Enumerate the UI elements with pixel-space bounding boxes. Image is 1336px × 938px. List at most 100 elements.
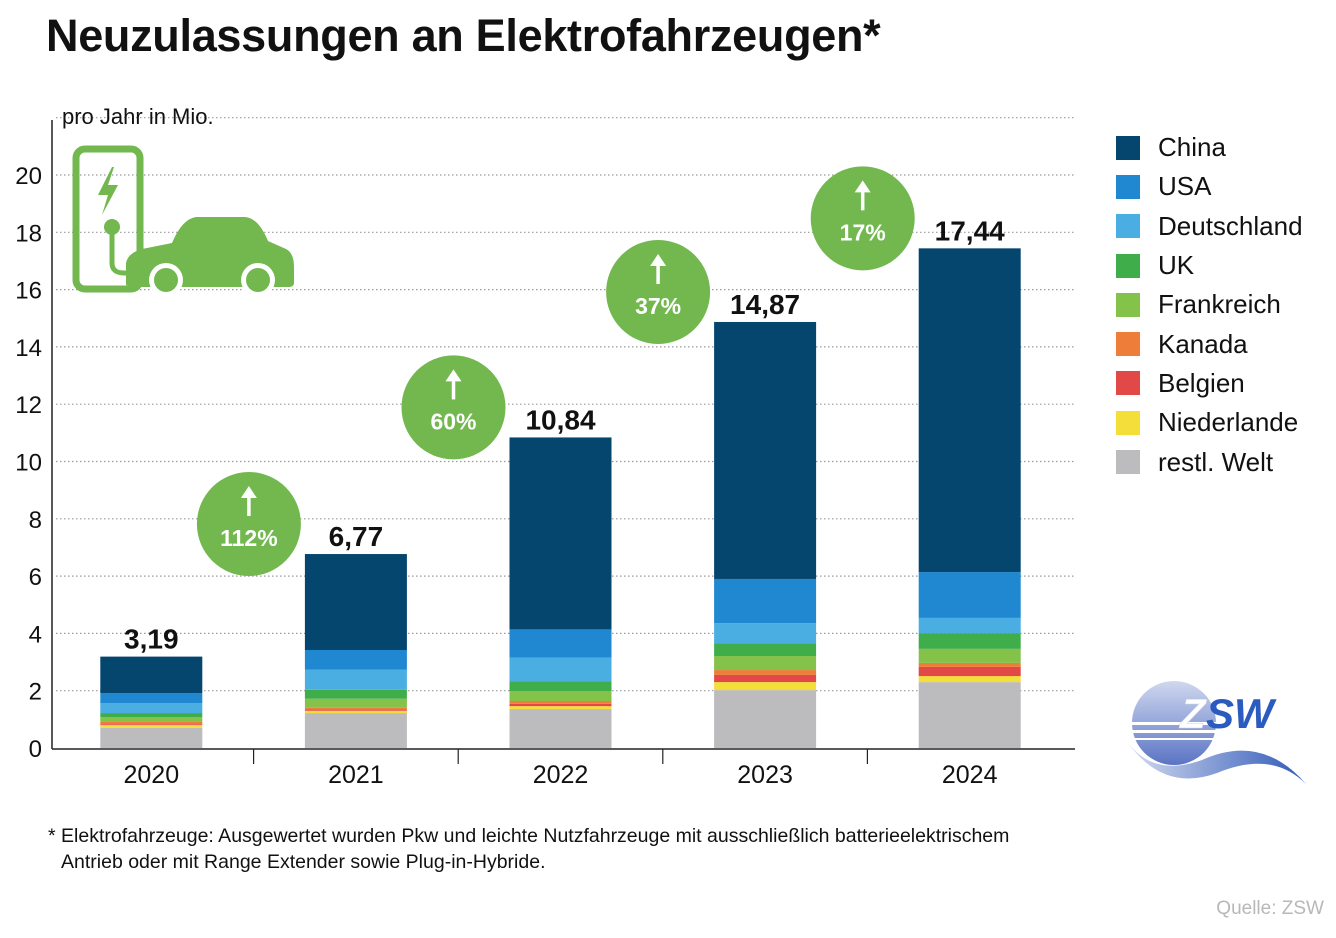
bar-segment-uk-2020 [100,713,203,718]
x-tick-label: 2024 [942,761,998,789]
y-tick-label: 18 [15,220,42,247]
bar-segment-usa-2021 [304,650,407,670]
legend-label: Kanada [1158,328,1248,359]
y-tick-label: 8 [29,507,42,534]
y-tick-label: 0 [29,736,42,763]
bar-segment-restl-welt-2023 [714,690,817,748]
bar-segment-restl-welt-2022 [509,709,612,748]
bar-segment-deutschland-2024 [918,617,1021,634]
growth-circle [606,239,711,344]
bar-segment-deutschland-2023 [714,623,817,644]
legend-item-deutschland: Deutschland [1116,207,1303,246]
bar-segment-belgien-2023 [714,674,817,683]
bar-total-label: 3,19 [124,624,179,655]
legend-item-uk: UK [1116,246,1303,285]
bar-segment-usa-2024 [918,572,1021,618]
legend-label: Deutschland [1158,210,1303,241]
legend-label: China [1158,132,1226,163]
bar-segment-niederlande-2024 [918,676,1021,683]
arrow-up-head [240,486,257,499]
legend-swatch [1116,253,1140,278]
arrow-up-head [445,369,462,382]
bar-segment-deutschland-2020 [100,703,203,714]
bar-segment-usa-2020 [100,692,203,704]
growth-circle [401,355,506,460]
growth-label: 60% [430,408,476,434]
legend-item-usa: USA [1116,167,1303,206]
bar-segment-belgien-2021 [304,709,407,711]
legend-label: Niederlande [1158,407,1299,438]
bars [100,248,1021,748]
x-tick-label: 2023 [737,761,793,789]
growth-badges: 112% 60% 37% 17% [196,166,915,577]
y-tick-label: 6 [29,564,42,591]
growth-circle [810,166,915,271]
y-tick-label: 2 [29,679,42,706]
legend-item-kanada: Kanada [1116,324,1303,363]
growth-circle [196,472,301,577]
bar-segment-china-2024 [918,248,1021,573]
labels: 0 2 4 6 8 10 12 14 16 18 20 3,19 2020 6,77 2021 10,84 20… [15,163,1005,789]
chart-title: Neuzulassungen an Elektrofahrzeugen* [46,10,881,61]
bar-segment-restl-welt-2020 [100,727,203,748]
bar-segment-kanada-2023 [714,670,817,675]
legend-swatch [1116,410,1140,435]
source-label: Quelle: ZSW [1216,898,1324,919]
legend-item-belgien: Belgien [1116,364,1303,403]
bar-segment-kanada-2022 [509,701,612,704]
legend-swatch [1116,174,1140,199]
growth-badge: 17% [810,166,915,271]
legend-label: restl. Welt [1158,446,1274,477]
bar-segment-frankreich-2023 [714,656,817,671]
legend-label: Belgien [1158,367,1245,398]
bar-segment-uk-2024 [918,633,1021,649]
bar-segment-belgien-2022 [509,703,612,707]
footnote: * Elektrofahrzeuge: Ausgewertet wurden P… [48,823,1009,875]
bar-segment-niederlande-2020 [100,725,203,728]
legend: China USA Deutschland UK Frankreich Kana… [1116,128,1303,482]
y-tick-label: 16 [15,278,42,305]
legend-item-restl-welt: restl. Welt [1116,442,1303,481]
bar-total-label: 14,87 [730,289,800,320]
legend-swatch [1116,214,1140,239]
bar-segment-restl-welt-2021 [304,713,407,748]
zsw-logo: Z SW [1126,681,1306,784]
y-tick-label: 10 [15,450,42,477]
bar-segment-uk-2022 [509,681,612,692]
arrow-up-head [854,180,871,193]
legend-swatch [1116,292,1140,317]
growth-badge: 37% [606,239,711,344]
x-tick-label: 2022 [533,761,589,789]
bar-segment-deutschland-2022 [509,657,612,682]
bar-segment-niederlande-2022 [509,706,612,710]
bar-segment-usa-2023 [714,578,817,624]
legend-swatch [1116,135,1140,160]
legend-item-niederlande: Niederlande [1116,403,1303,442]
bar-segment-china-2023 [714,321,817,579]
bar-segment-china-2021 [304,554,407,651]
bar-segment-restl-welt-2024 [918,682,1021,748]
x-tick-label: 2020 [123,761,179,789]
footnote-line-2: Antrieb oder mit Range Extender sowie Pl… [61,851,546,873]
bar-segment-uk-2023 [714,643,817,657]
legend-label: UK [1158,250,1195,281]
logo-sw: SW [1206,690,1277,737]
bar-segment-niederlande-2021 [304,710,407,714]
logo-z: Z [1179,690,1207,737]
bar-segment-frankreich-2024 [918,648,1021,663]
axes [51,120,1075,764]
bar-segment-kanada-2020 [100,721,203,725]
bar-total-label: 10,84 [525,404,595,435]
bar-segment-frankreich-2021 [304,698,407,708]
ev-charging-car-icon [72,145,294,297]
growth-label: 17% [840,219,886,245]
growth-label: 112% [220,525,278,551]
y-tick-label: 20 [15,163,42,190]
growth-badge: 112% [196,472,301,577]
bar-segment-niederlande-2023 [714,682,817,691]
bar-segment-china-2022 [509,437,612,630]
growth-badge: 60% [401,355,506,460]
bar-total-label: 6,77 [329,521,384,552]
bar-segment-deutschland-2021 [304,669,407,690]
